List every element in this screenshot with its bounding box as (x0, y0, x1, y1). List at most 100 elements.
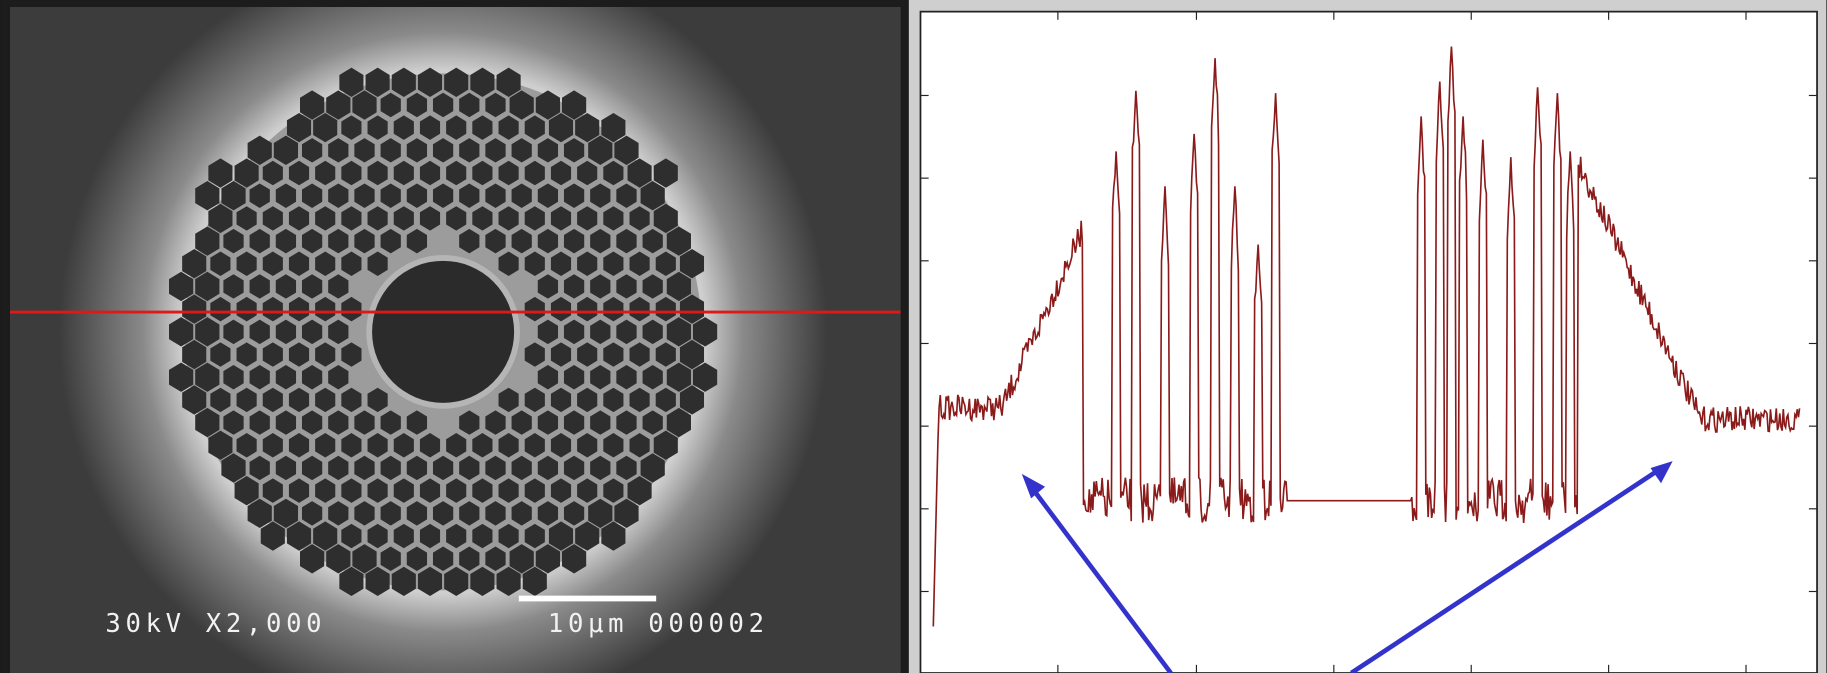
hole (444, 566, 469, 597)
hole (367, 433, 388, 458)
hole (419, 433, 441, 458)
hole (679, 294, 705, 324)
hole (498, 206, 519, 231)
hole (301, 365, 323, 390)
hole (262, 296, 283, 322)
hole (315, 478, 336, 503)
hole (603, 206, 624, 231)
hole (380, 138, 401, 163)
hole (275, 274, 297, 299)
hole (537, 501, 559, 526)
hole (341, 433, 362, 458)
hole (485, 501, 506, 526)
hole (367, 160, 388, 186)
hole (195, 317, 220, 347)
hole (236, 387, 257, 413)
hole (616, 410, 637, 435)
hole (653, 203, 678, 234)
hole (511, 138, 532, 163)
hole (393, 478, 414, 503)
hole (485, 546, 506, 572)
hole (223, 365, 244, 390)
hole (524, 115, 545, 140)
hole (262, 206, 283, 231)
hole (496, 67, 521, 97)
hole (446, 115, 467, 140)
hole (616, 319, 637, 345)
hole (509, 90, 534, 120)
hole (629, 296, 650, 322)
hole (432, 92, 454, 118)
hole (354, 455, 375, 481)
hole (339, 67, 364, 97)
hole (550, 251, 572, 276)
hole (406, 455, 428, 481)
hole (642, 228, 663, 254)
hole (577, 160, 598, 186)
hole (367, 387, 388, 413)
hole (472, 433, 493, 458)
hole (692, 362, 718, 392)
hole (234, 158, 259, 188)
hole (653, 158, 678, 188)
hole (341, 115, 362, 140)
hole (655, 251, 676, 276)
hole (315, 251, 336, 276)
hole (472, 478, 493, 503)
hole (221, 453, 246, 483)
hole (341, 387, 362, 413)
hole (288, 251, 310, 276)
hole (315, 206, 336, 231)
hole (210, 251, 231, 276)
hole (679, 249, 705, 279)
hole (406, 92, 428, 118)
hole (328, 365, 349, 390)
hole (485, 92, 506, 118)
hole (537, 138, 559, 163)
hole (210, 342, 231, 367)
hole (273, 135, 299, 165)
hole (590, 365, 611, 390)
hole (210, 387, 231, 413)
hole (288, 160, 310, 186)
hole (339, 566, 364, 597)
hole (509, 544, 534, 574)
hole (472, 115, 493, 140)
ticks (920, 11, 1818, 673)
hole (524, 523, 545, 549)
hole (406, 410, 428, 435)
holes (169, 67, 718, 597)
hole (472, 523, 493, 549)
sem-label: 10μm 000002 (548, 609, 769, 639)
hole (236, 251, 257, 276)
hole (459, 228, 480, 254)
arrow-head (1650, 461, 1673, 484)
hole (341, 342, 362, 367)
hole (391, 566, 416, 597)
hole (354, 183, 375, 208)
hole (275, 410, 297, 435)
hole (262, 251, 283, 276)
hole (666, 362, 691, 392)
hole (590, 274, 611, 299)
hole (432, 546, 454, 572)
hole (640, 181, 665, 211)
hole (262, 433, 283, 458)
hole (260, 521, 285, 551)
hole (249, 183, 270, 208)
hole (524, 478, 545, 503)
hole (288, 342, 310, 367)
hole (511, 501, 532, 526)
hole (234, 475, 259, 506)
arrow-head (1021, 473, 1046, 499)
hole (603, 478, 624, 503)
hole (354, 138, 375, 163)
hole (301, 455, 323, 481)
hole (524, 251, 545, 276)
hole (417, 566, 443, 597)
hole (275, 319, 297, 345)
core (372, 260, 515, 403)
hole (393, 523, 414, 549)
hole (498, 251, 519, 276)
